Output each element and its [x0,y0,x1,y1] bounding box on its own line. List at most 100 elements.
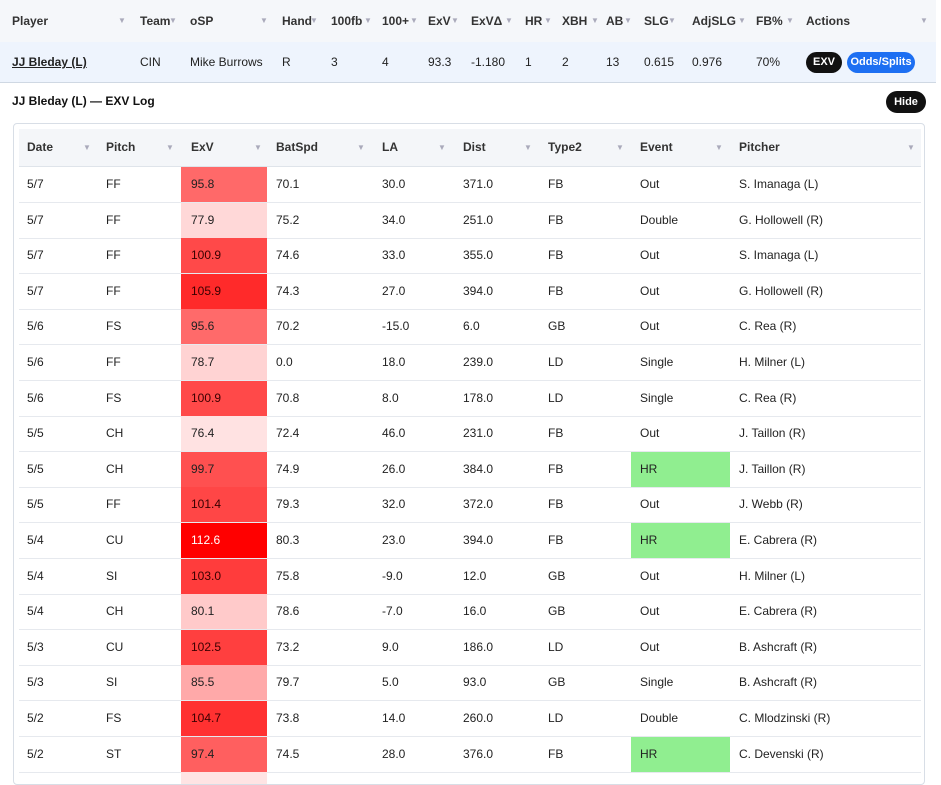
cell-type2: FB [548,283,564,298]
sort-arrow-icon[interactable]: ▼ [169,16,177,25]
log-header-exv[interactable]: ExV [191,140,214,154]
sort-arrow-icon[interactable]: ▼ [310,16,318,25]
cell-batspd: 73.8 [276,711,300,725]
log-header-type2[interactable]: Type2 [548,140,582,154]
sort-arrow-icon[interactable]: ▼ [715,143,723,152]
cell-date: 5/6 [27,390,44,405]
hide-button[interactable]: Hide [886,91,926,113]
cell-dist: 355.0 [463,248,494,263]
cell-dist: 394.0 [463,533,494,547]
cell-pitch: SI [106,675,118,690]
cell-dist: 260.0 [463,711,494,725]
cell-dist: 384.0 [463,461,494,476]
sort-arrow-icon[interactable]: ▼ [505,16,513,25]
header-player[interactable]: Player [12,14,49,28]
header-xbh[interactable]: XBH [562,14,588,28]
cell-date: 5/7 [27,212,44,227]
header-adjslg[interactable]: AdjSLG [692,14,736,28]
log-header-batspd[interactable]: BatSpd [276,140,318,154]
cell-exv: 85.5 [181,665,267,701]
sort-arrow-icon[interactable]: ▼ [616,143,624,152]
cell-event: Out [640,568,660,583]
sort-arrow-icon[interactable]: ▼ [920,16,928,25]
sort-arrow-icon[interactable]: ▼ [907,143,915,152]
cell-pitcher: S. Imanaga (L) [739,177,819,191]
header-hr[interactable]: HR [525,14,543,28]
header-osp[interactable]: oSP [190,14,214,28]
sort-arrow-icon[interactable]: ▼ [118,16,126,25]
sort-arrow-icon[interactable]: ▼ [364,16,372,25]
cell-type2: FB [548,426,564,441]
table-row: 5/2 FS 73.8 14.0 260.0 LD C. Mlodzinski (R) 104… [19,701,921,737]
cell-pitcher: C. Rea (R) [739,390,797,405]
cell-pitch: FF [106,283,121,298]
cell-exv: 80.1 [181,594,267,630]
cell-batspd: 73.2 [276,639,300,654]
sort-arrow-icon[interactable]: ▼ [738,16,746,25]
table-row: 5/6 FS 70.2 -15.0 6.0 GB C. Rea (R) 95.6 Out [19,309,921,346]
cell-pitcher: E. Cabrera (R) [739,533,818,547]
cell-pitch: CU [106,533,124,547]
header-exv-delta[interactable]: ExVΔ [471,14,503,28]
cell-event: Out [640,639,660,654]
cell-pitcher: S. Imanaga (L) [739,248,819,263]
exv-button[interactable]: EXV [806,52,842,73]
player-link[interactable]: JJ Bleday (L) [12,55,87,69]
cell-date: 5/7 [27,177,44,191]
sort-arrow-icon[interactable]: ▼ [260,16,268,25]
table-row: 5/7 FF 74.6 33.0 355.0 FB S. Imanaga (L) 100.9 O… [19,238,921,275]
header-100fb[interactable]: 100fb [331,14,363,28]
sort-arrow-icon[interactable]: ▼ [624,16,632,25]
log-header-event[interactable]: Event [640,140,673,154]
sort-arrow-icon[interactable]: ▼ [524,143,532,152]
cell-pitch: FS [106,390,122,405]
sort-arrow-icon[interactable]: ▼ [166,143,174,152]
cell-exv: 93.3 [428,55,452,69]
table-row: 5/6 FF 0.0 18.0 239.0 LD H. Milner (L) 78.7 Sing… [19,345,921,381]
sort-arrow-icon[interactable]: ▼ [451,16,459,25]
header-fb-pct[interactable]: FB% [756,14,783,28]
log-header-la[interactable]: LA [382,140,398,154]
cell-date: 5/3 [27,639,44,654]
header-slg[interactable]: SLG [644,14,669,28]
cell-dist: 376.0 [463,746,494,761]
sort-arrow-icon[interactable]: ▼ [786,16,794,25]
odds-splits-button[interactable]: Odds/Splits [847,52,915,73]
sort-arrow-icon[interactable]: ▼ [668,16,676,25]
cell-exv: 97.4 [181,736,267,772]
sort-arrow-icon[interactable]: ▼ [83,143,91,152]
header-hand[interactable]: Hand [282,14,312,28]
sort-arrow-icon[interactable]: ▼ [410,16,418,25]
cell-xbh: 2 [562,55,569,69]
log-header-dist[interactable]: Dist [463,140,486,154]
cell-exv: 100.9 [181,238,267,274]
sort-arrow-icon[interactable]: ▼ [544,16,552,25]
cell-hr: 1 [525,55,532,69]
cell-pitcher: H. Milner (L) [739,568,806,583]
log-header-pitcher[interactable]: Pitcher [739,140,780,154]
cell-dist: 394.0 [463,283,494,298]
header-100plus[interactable]: 100+ [382,14,410,28]
cell-dist: 16.0 [463,604,487,619]
sort-arrow-icon[interactable]: ▼ [254,143,262,152]
cell-batspd: 70.8 [276,390,300,405]
cell-type2: GB [548,319,566,334]
header-ab[interactable]: AB [606,14,624,28]
sort-arrow-icon[interactable]: ▼ [357,143,365,152]
cell-type2: FB [548,212,564,227]
sort-arrow-icon[interactable]: ▼ [438,143,446,152]
cell-date: 5/6 [27,319,44,334]
log-header-pitch[interactable]: Pitch [106,140,136,154]
cell-batspd: 72.4 [276,426,300,441]
cell-pitch: CU [106,639,124,654]
cell-type2: LD [548,639,564,654]
cell-date: 5/4 [27,568,44,583]
table-row: 5/7 FF 70.1 30.0 371.0 FB S. Imanaga (L) 95.8 Ou… [19,167,921,203]
sort-arrow-icon[interactable]: ▼ [591,16,599,25]
log-header-date[interactable]: Date [27,140,54,154]
cell-batspd: 75.8 [276,568,300,583]
cell-la: -15.0 [382,319,410,334]
header-exv[interactable]: ExV [428,14,451,28]
header-team[interactable]: Team [140,14,171,28]
cell-event: Out [640,319,660,334]
